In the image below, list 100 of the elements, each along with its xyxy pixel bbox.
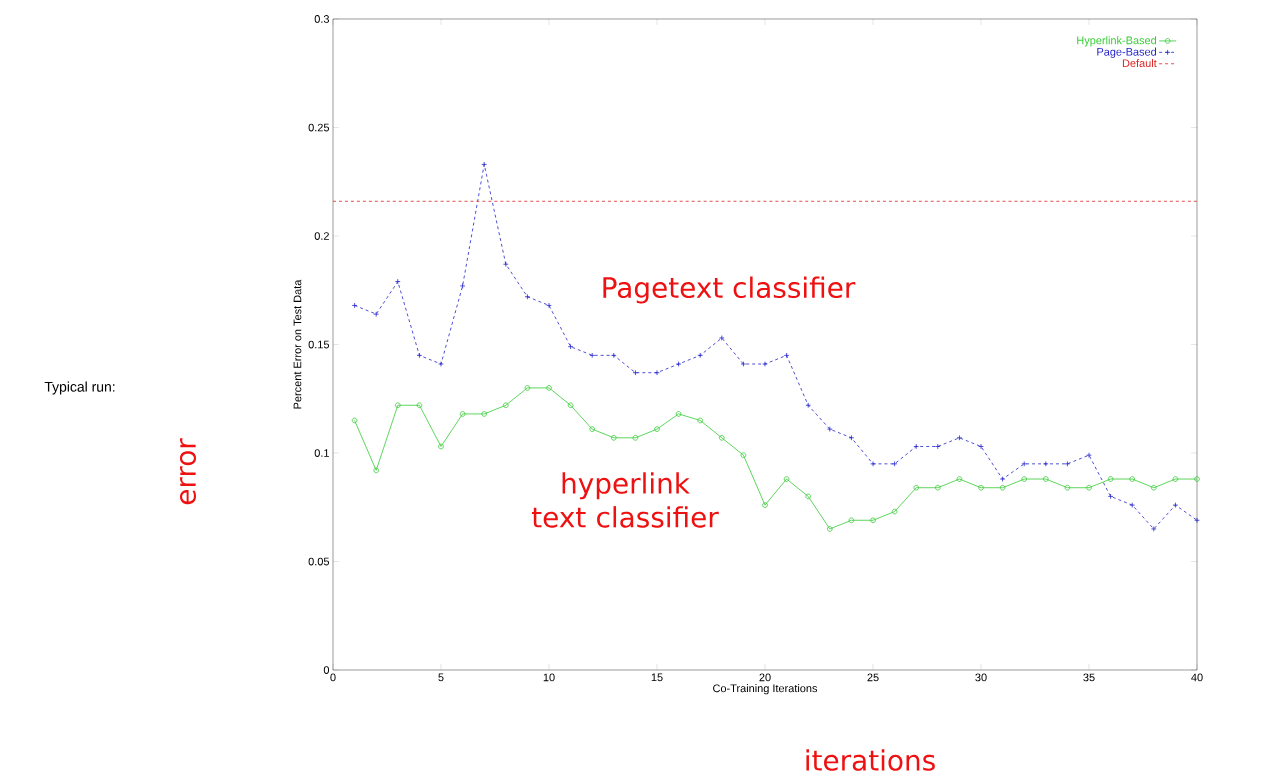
point bbox=[438, 443, 444, 450]
point bbox=[805, 402, 811, 409]
point bbox=[459, 283, 466, 289]
text: iterations bbox=[806, 749, 935, 771]
point bbox=[697, 352, 703, 359]
point bbox=[697, 417, 703, 424]
x-tick-label: 20 bbox=[759, 673, 771, 682]
point bbox=[719, 335, 725, 341]
point bbox=[611, 435, 617, 441]
point bbox=[654, 369, 660, 376]
y-tick-label: 0.2 bbox=[314, 232, 329, 240]
point bbox=[870, 461, 876, 467]
point bbox=[459, 411, 466, 417]
point bbox=[1064, 484, 1071, 491]
point bbox=[827, 426, 833, 432]
point bbox=[740, 361, 747, 367]
point bbox=[546, 302, 552, 309]
point bbox=[719, 435, 725, 441]
point bbox=[999, 484, 1006, 491]
point bbox=[999, 476, 1006, 482]
point bbox=[783, 352, 790, 359]
legend-label: Page-Based bbox=[1097, 47, 1157, 58]
point bbox=[654, 426, 660, 432]
point bbox=[1107, 476, 1114, 482]
point bbox=[438, 361, 444, 367]
x-tick-label: 0 bbox=[330, 673, 336, 682]
point bbox=[762, 502, 768, 508]
x-tick-label: 30 bbox=[975, 673, 987, 682]
point bbox=[913, 484, 919, 491]
point bbox=[805, 493, 811, 500]
x-tick-label: 25 bbox=[867, 673, 879, 682]
point bbox=[956, 476, 963, 482]
x-tick-label: 5 bbox=[438, 673, 444, 682]
point bbox=[632, 369, 639, 376]
point bbox=[1151, 484, 1157, 491]
annotation: hyperlink text classifier bbox=[531, 472, 719, 528]
point bbox=[1107, 493, 1114, 500]
point bbox=[589, 352, 595, 359]
point bbox=[827, 526, 833, 532]
point bbox=[870, 517, 876, 524]
point bbox=[416, 352, 423, 359]
y-tick-label: 0.25 bbox=[308, 123, 330, 132]
point bbox=[783, 476, 790, 482]
point bbox=[1129, 476, 1135, 482]
x-tick-label: 10 bbox=[543, 673, 555, 682]
x-tick-label: 40 bbox=[1191, 673, 1203, 682]
point bbox=[589, 426, 595, 432]
point bbox=[891, 461, 898, 467]
point bbox=[675, 361, 682, 367]
point bbox=[611, 352, 617, 359]
point bbox=[891, 508, 898, 515]
point bbox=[740, 452, 747, 458]
y-tick-label: 0.1 bbox=[314, 449, 329, 457]
x-axis-title: Co-Training Iterations bbox=[713, 684, 818, 695]
point bbox=[351, 302, 358, 309]
point bbox=[481, 411, 487, 417]
point bbox=[848, 517, 855, 524]
point bbox=[395, 402, 401, 409]
point bbox=[395, 278, 401, 285]
point bbox=[978, 484, 984, 491]
text: error bbox=[179, 438, 197, 505]
point bbox=[503, 261, 509, 267]
legend-label: Hyperlink-Based bbox=[1077, 36, 1157, 47]
point bbox=[632, 435, 639, 441]
point bbox=[373, 311, 379, 317]
point bbox=[567, 402, 574, 409]
point bbox=[481, 161, 487, 168]
point bbox=[546, 385, 552, 391]
point bbox=[1021, 461, 1027, 467]
point bbox=[935, 484, 941, 491]
point bbox=[1086, 452, 1092, 458]
text: Typical run: bbox=[44, 381, 115, 395]
point bbox=[848, 435, 855, 441]
point bbox=[956, 435, 963, 441]
point bbox=[1129, 502, 1135, 508]
point bbox=[1086, 484, 1092, 491]
point bbox=[1064, 461, 1071, 467]
y-tick-label: 0.15 bbox=[308, 340, 330, 349]
point bbox=[373, 467, 379, 474]
point bbox=[416, 402, 423, 409]
point bbox=[567, 343, 574, 350]
point bbox=[524, 385, 531, 391]
point bbox=[1151, 526, 1157, 532]
point bbox=[913, 443, 919, 450]
legend-label: Default bbox=[1122, 59, 1157, 68]
point bbox=[1194, 517, 1200, 524]
point bbox=[503, 402, 509, 409]
y-tick-label: 0 bbox=[323, 666, 330, 674]
point bbox=[978, 443, 984, 450]
point bbox=[1172, 502, 1179, 508]
point bbox=[762, 361, 768, 367]
y-axis-title: Percent Error on Test Data bbox=[293, 279, 302, 409]
x-tick-label: 35 bbox=[1083, 673, 1095, 682]
y-tick-label: 0.3 bbox=[314, 15, 329, 23]
point bbox=[524, 293, 531, 300]
annotation: Pagetext classifier bbox=[603, 276, 856, 304]
point bbox=[1172, 476, 1179, 482]
point bbox=[1043, 461, 1049, 467]
point bbox=[1043, 476, 1049, 482]
x-tick-label: 15 bbox=[651, 673, 663, 682]
